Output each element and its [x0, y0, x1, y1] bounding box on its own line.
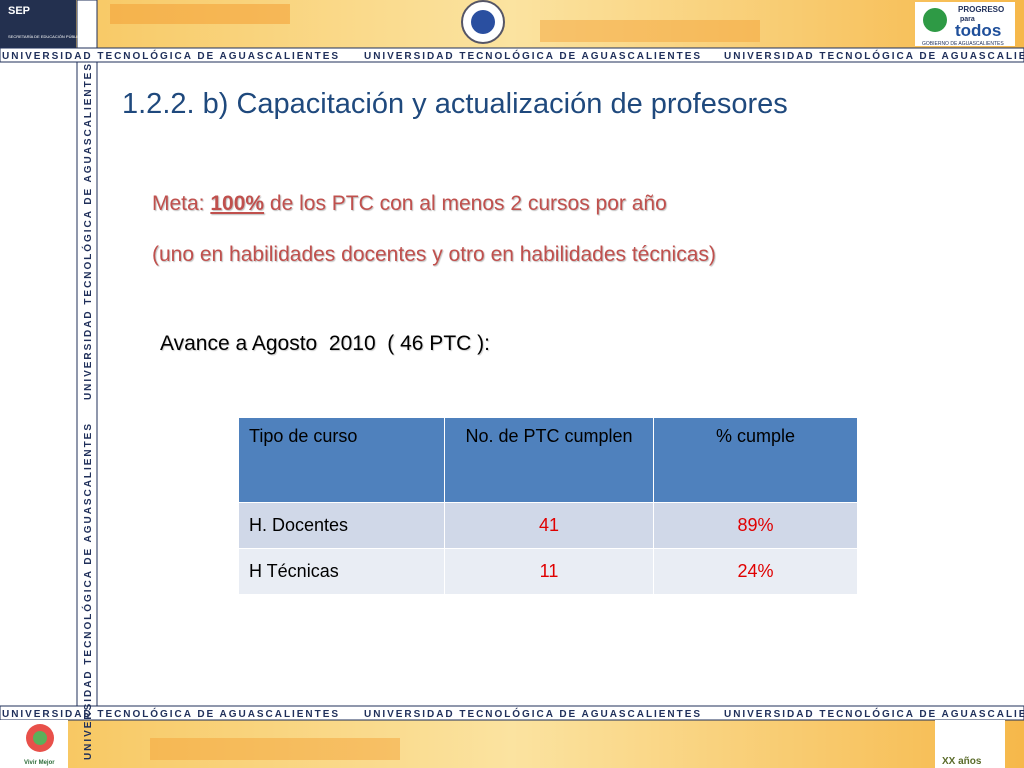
cell: 11 — [444, 548, 654, 595]
todos: todos — [955, 21, 1001, 40]
header-cell: % cumple — [653, 417, 858, 503]
header-cell: No. de PTC cumplen — [444, 417, 654, 503]
goal-rest: de los PTC con al menos 2 cursos por año — [264, 192, 667, 215]
banner-text: UNIVERSIDAD TECNOLÓGICA DE AGUASCALIENTE… — [81, 64, 94, 400]
banner-text: UNIVERSIDAD TECNOLÓGICA DE AGUASCALIENTE… — [364, 49, 700, 62]
banner-text: UNIVERSIDAD TECNOLÓGICA DE AGUASCALIENTE… — [724, 707, 1024, 720]
progreso: PROGRESO — [958, 5, 1004, 14]
table-row: H. Docentes 41 89% — [238, 502, 858, 549]
cell: 24% — [653, 548, 858, 595]
sep-sub: SECRETARÍA DE EDUCACIÓN PÚBLICA — [8, 34, 83, 39]
table-header: Tipo de curso No. de PTC cumplen % cumpl… — [238, 417, 858, 503]
cell: 89% — [653, 502, 858, 549]
banner-text: UNIVERSIDAD TECNOLÓGICA DE AGUASCALIENTE… — [2, 49, 338, 62]
para: para — [960, 16, 975, 23]
vivir: Vivir Mejor — [24, 760, 55, 766]
cell: H Técnicas — [238, 548, 445, 595]
progress: Avance a Agosto 2010 ( 46 PTC ): — [160, 332, 490, 355]
banner-text: UNIVERSIDAD TECNOLÓGICA DE AGUASCALIENTE… — [724, 49, 1024, 62]
ut-aniv-logo — [935, 720, 1005, 768]
gobierno: GOBIERNO DE AGUASCALIENTES — [922, 41, 1004, 47]
table-row: H Técnicas 11 24% — [238, 548, 858, 595]
goal: Meta: 100% de los PTC con al menos 2 cur… — [152, 192, 667, 216]
cell: 41 — [444, 502, 654, 549]
cell: H. Docentes — [238, 502, 445, 549]
banner-text: UNIVERSIDAD TECNOLÓGICA DE AGUASCALIENTE… — [2, 707, 338, 720]
banner-text: UNIVERSIDAD TECNOLÓGICA DE AGUASCALIENTE… — [81, 424, 94, 760]
aniv: XX años — [942, 756, 982, 767]
sep-logo — [0, 0, 76, 48]
header-cell: Tipo de curso — [238, 417, 445, 503]
banner-text: UNIVERSIDAD TECNOLÓGICA DE AGUASCALIENTE… — [364, 707, 700, 720]
title: 1.2.2. b) Capacitación y actualización d… — [122, 88, 788, 120]
goal-highlight: 100% — [210, 192, 265, 215]
goal-line2: (uno en habilidades docentes y otro en h… — [152, 243, 716, 266]
goal-prefix: Meta: — [152, 192, 211, 215]
sep-text: SEP — [8, 5, 30, 17]
table: Tipo de curso No. de PTC cumplen % cumpl… — [238, 417, 858, 595]
